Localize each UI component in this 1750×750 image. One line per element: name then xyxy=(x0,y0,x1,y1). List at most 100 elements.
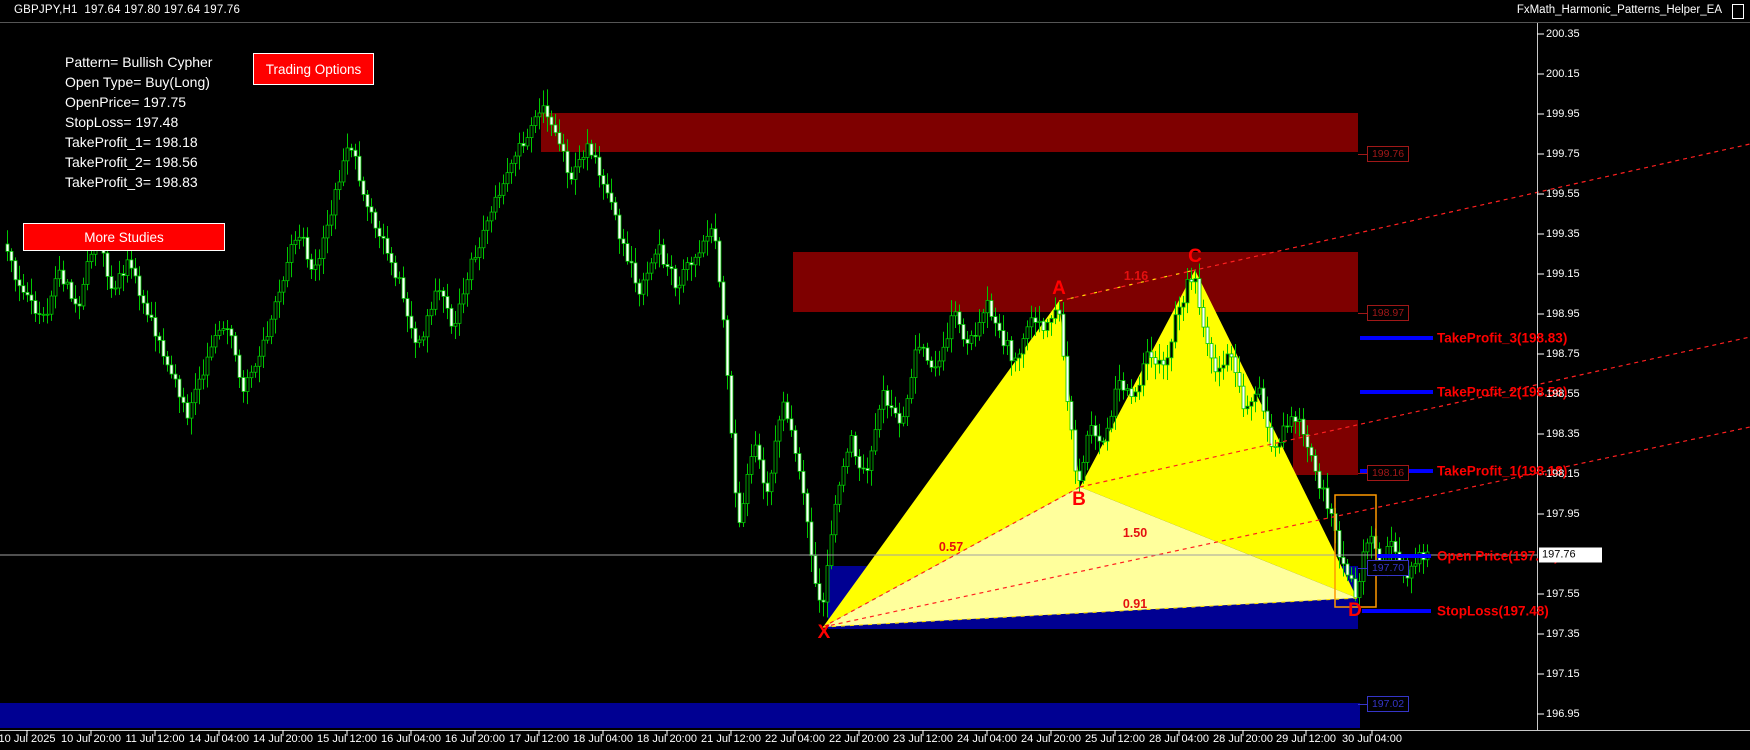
candle-body xyxy=(1165,357,1170,366)
candle-body xyxy=(309,258,314,270)
pattern-info-panel: Pattern= Bullish Cypher Open Type= Buy(Lo… xyxy=(65,52,212,192)
candle-body xyxy=(893,407,898,414)
candle-body xyxy=(1337,530,1342,558)
candle-body xyxy=(1077,470,1082,481)
price-axis-label: 197.95 xyxy=(1546,508,1580,520)
candle-body xyxy=(433,290,438,310)
candle-body xyxy=(437,290,442,293)
candle-body xyxy=(129,259,134,269)
time-axis-label: 14 Jul 04:00 xyxy=(189,733,249,745)
candle-body xyxy=(1001,330,1006,347)
candle-body xyxy=(137,275,142,297)
trading-options-button[interactable]: Trading Options xyxy=(253,53,374,85)
candle-body xyxy=(241,377,246,392)
candle-body xyxy=(541,105,546,114)
pattern-ratio-label: 1.16 xyxy=(1123,269,1149,283)
window-restore-icon[interactable] xyxy=(1732,4,1744,19)
price-axis-label: 200.15 xyxy=(1546,68,1580,80)
candle-body xyxy=(777,419,782,442)
candle-body xyxy=(1305,433,1310,448)
candle-body xyxy=(1101,440,1106,443)
candle-body xyxy=(1081,461,1086,481)
candle-body xyxy=(801,470,806,494)
candle-body xyxy=(301,236,306,239)
candle-body xyxy=(1225,353,1230,366)
candle-body xyxy=(37,313,42,315)
candle-body xyxy=(769,472,774,493)
pattern-rays-layer xyxy=(822,143,1750,628)
candle-body xyxy=(597,156,602,176)
candle-body xyxy=(445,296,450,309)
candle-body xyxy=(805,492,810,523)
candle-body xyxy=(965,338,970,344)
candle-body xyxy=(653,253,658,264)
price-axis-label: 199.95 xyxy=(1546,108,1580,120)
candle-body xyxy=(589,143,594,156)
candle-body xyxy=(1113,388,1118,417)
candle-body xyxy=(941,346,946,362)
candle-body xyxy=(213,335,218,348)
candle-body xyxy=(721,281,726,321)
candle-body xyxy=(909,377,914,400)
candle-body xyxy=(105,252,110,277)
candle-body xyxy=(873,429,878,452)
candle-body xyxy=(261,339,266,357)
candle-body xyxy=(605,183,610,194)
candle-body xyxy=(1093,425,1098,437)
candle-body xyxy=(425,315,430,338)
candle-body xyxy=(1293,416,1298,422)
candle-body xyxy=(405,298,410,317)
candle-body xyxy=(345,147,350,162)
candle-body xyxy=(265,336,270,341)
candle-body xyxy=(489,211,494,222)
candle-body xyxy=(849,435,854,453)
candle-body xyxy=(1357,581,1362,598)
candle-body xyxy=(785,401,790,420)
candle-body xyxy=(225,328,230,330)
candle-body xyxy=(837,484,842,505)
candle-body xyxy=(1273,446,1278,448)
candle-body xyxy=(193,388,198,404)
candle-body xyxy=(1153,357,1158,365)
candle-body xyxy=(1053,309,1058,319)
candle-body xyxy=(149,314,154,318)
candle-body xyxy=(729,375,734,434)
candle-body xyxy=(1297,418,1302,422)
candle-body xyxy=(1069,401,1074,431)
candle-body xyxy=(601,175,606,185)
candle-body xyxy=(833,503,838,536)
candle-body xyxy=(925,347,930,361)
candle-body xyxy=(1281,425,1286,443)
price-axis-label: 198.55 xyxy=(1546,388,1580,400)
candle-body xyxy=(133,267,138,277)
time-axis-label: 24 Jul 20:00 xyxy=(1021,733,1081,745)
candle-body xyxy=(745,473,750,505)
candle-body xyxy=(293,239,298,245)
candle-body xyxy=(829,534,834,567)
candle-body xyxy=(569,172,574,180)
candle-body xyxy=(109,276,114,290)
candle-body xyxy=(765,482,770,493)
candle-body xyxy=(1177,306,1182,316)
price-axis-label: 198.15 xyxy=(1546,468,1580,480)
zone-price-label: 198.16 xyxy=(1367,465,1409,481)
more-studies-button[interactable]: More Studies xyxy=(23,223,225,251)
candle-body xyxy=(817,583,822,601)
candle-body xyxy=(449,307,454,327)
candle-body xyxy=(385,237,390,254)
candle-body xyxy=(733,432,738,494)
candle-body xyxy=(1341,556,1346,565)
candle-body xyxy=(1089,425,1094,436)
price-axis-label: 199.55 xyxy=(1546,188,1580,200)
current-price-box: 197.76 xyxy=(1539,547,1602,563)
candle-body xyxy=(477,247,482,258)
pattern-info-line: Pattern= Bullish Cypher xyxy=(65,54,213,70)
pattern-triangle xyxy=(823,487,1357,627)
harmonic-ray xyxy=(822,486,1081,628)
candle-body xyxy=(81,283,86,307)
candle-body xyxy=(1237,372,1242,387)
candle-body xyxy=(325,224,330,239)
candle-body xyxy=(1245,405,1250,410)
candle-body xyxy=(77,303,82,307)
